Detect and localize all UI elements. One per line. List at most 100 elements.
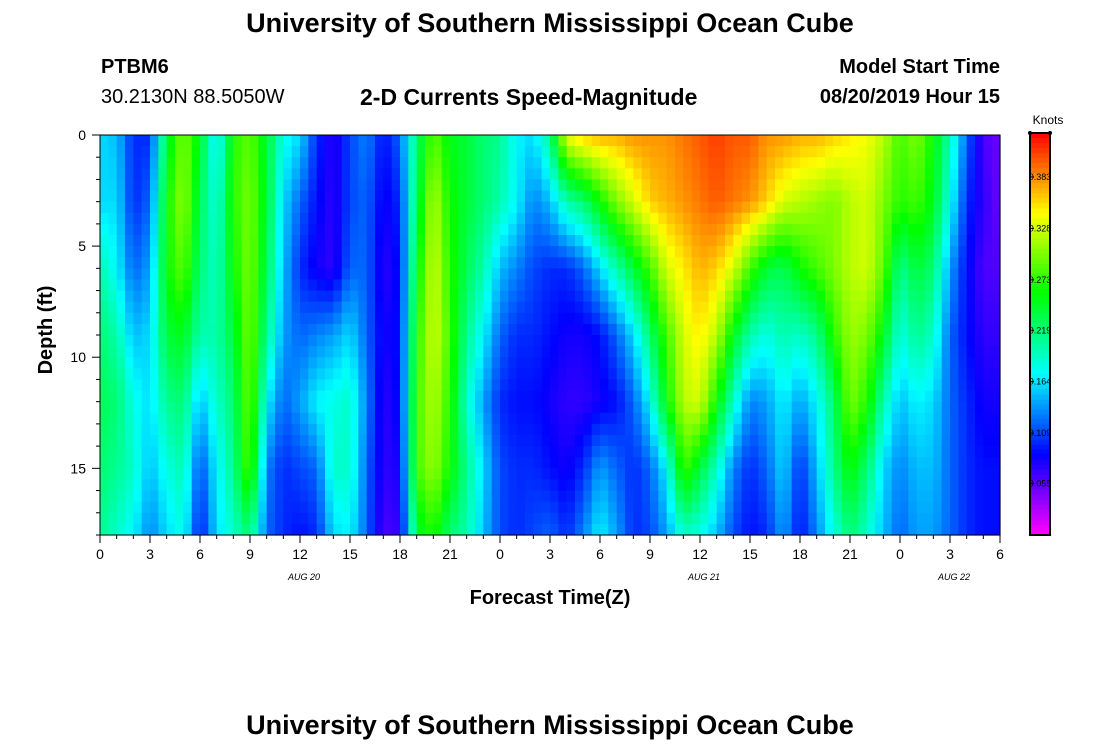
heatmap-cell — [391, 379, 401, 392]
heatmap-cell — [100, 390, 109, 403]
colorbar-segment — [1030, 318, 1050, 325]
heatmap-cell — [908, 301, 918, 314]
heatmap-cell — [425, 312, 434, 325]
heatmap-cell — [191, 268, 201, 281]
heatmap-cell — [191, 457, 201, 469]
heatmap-cell — [883, 435, 893, 447]
heatmap-cell — [475, 335, 484, 347]
heatmap-cell — [116, 346, 126, 358]
heatmap-cell — [883, 468, 893, 481]
heatmap-cell — [100, 423, 109, 436]
heatmap-cell — [975, 146, 984, 158]
heatmap-cell — [633, 246, 643, 258]
heatmap-cell — [541, 235, 551, 247]
heatmap-cell — [766, 179, 776, 192]
heatmap-cell — [550, 346, 559, 358]
heatmap-cell — [666, 246, 676, 258]
heatmap-cell — [550, 212, 559, 225]
y-tick-label: 10 — [70, 349, 86, 365]
heatmap-cell — [175, 357, 184, 369]
heatmap-cell — [150, 457, 159, 469]
heatmap-cell — [583, 223, 593, 236]
heatmap-cell — [133, 412, 143, 425]
heatmap-cell — [858, 223, 868, 236]
heatmap-cell — [675, 312, 684, 325]
heatmap-cell — [325, 235, 334, 247]
heatmap-cell — [308, 312, 318, 325]
heatmap-cell — [491, 423, 501, 436]
heatmap-cell — [516, 268, 526, 281]
heatmap-cell — [100, 368, 109, 381]
heatmap-cell — [250, 457, 259, 469]
heatmap-cell — [450, 479, 459, 492]
heatmap-cell — [425, 212, 434, 225]
heatmap-cell — [266, 279, 276, 292]
heatmap-cell — [141, 201, 151, 214]
heatmap-cell — [525, 268, 534, 281]
heatmap-cell — [750, 446, 759, 458]
heatmap-cell — [533, 190, 543, 203]
heatmap-cell — [975, 135, 984, 147]
heatmap-cell — [575, 468, 584, 481]
heatmap-cell — [733, 357, 743, 369]
heatmap-cell — [108, 290, 118, 303]
heatmap-cell — [150, 357, 159, 369]
heatmap-cell — [125, 312, 134, 325]
x-tick-label: 12 — [692, 546, 708, 562]
heatmap-cell — [441, 290, 451, 303]
heatmap-cell — [891, 423, 901, 436]
heatmap-cell — [725, 435, 734, 447]
heatmap-cell — [708, 401, 718, 414]
heatmap-cell — [133, 401, 143, 414]
heatmap-cell — [591, 501, 601, 514]
heatmap-cell — [925, 268, 934, 281]
heatmap-cell — [725, 135, 734, 147]
heatmap-cell — [308, 190, 318, 203]
heatmap-cell — [175, 423, 184, 436]
heatmap-cell — [425, 501, 434, 514]
heatmap-cell — [416, 390, 426, 403]
heatmap-cell — [116, 168, 126, 181]
heatmap-cell — [375, 435, 384, 447]
heatmap-cell — [100, 379, 109, 392]
heatmap-cell — [700, 268, 709, 281]
heatmap-cell — [408, 323, 418, 336]
heatmap-cell — [650, 290, 659, 303]
heatmap-cell — [416, 312, 426, 325]
heatmap-cell — [833, 268, 843, 281]
heatmap-cell — [741, 435, 751, 447]
heatmap-cell — [191, 201, 201, 214]
heatmap-cell — [516, 312, 526, 325]
heatmap-cell — [600, 346, 609, 358]
heatmap-cell — [958, 468, 968, 481]
heatmap-cell — [941, 457, 951, 469]
heatmap-cell — [425, 379, 434, 392]
heatmap-cell — [383, 201, 393, 214]
heatmap-cell — [775, 490, 784, 503]
heatmap-cell — [291, 368, 301, 381]
heatmap-cell — [125, 190, 134, 203]
heatmap-cell — [583, 468, 593, 481]
heatmap-cell — [816, 523, 826, 536]
heatmap-cell — [950, 512, 959, 525]
heatmap-cell — [475, 235, 484, 247]
heatmap-cell — [275, 235, 284, 247]
heatmap-cell — [966, 468, 976, 481]
heatmap-cell — [233, 401, 243, 414]
heatmap-cell — [466, 335, 476, 347]
heatmap-cell — [141, 468, 151, 481]
heatmap-cell — [108, 168, 118, 181]
heatmap-cell — [133, 290, 143, 303]
heatmap-cell — [125, 468, 134, 481]
heatmap-cell — [700, 457, 709, 469]
heatmap-cell — [708, 135, 718, 147]
heatmap-cell — [450, 457, 459, 469]
heatmap-cell — [650, 301, 659, 314]
heatmap-cell — [991, 335, 1001, 347]
heatmap-cell — [600, 457, 609, 469]
heatmap-cell — [425, 412, 434, 425]
heatmap-cell — [891, 412, 901, 425]
heatmap-cell — [841, 501, 851, 514]
heatmap-cell — [583, 435, 593, 447]
heatmap-cell — [241, 312, 251, 325]
